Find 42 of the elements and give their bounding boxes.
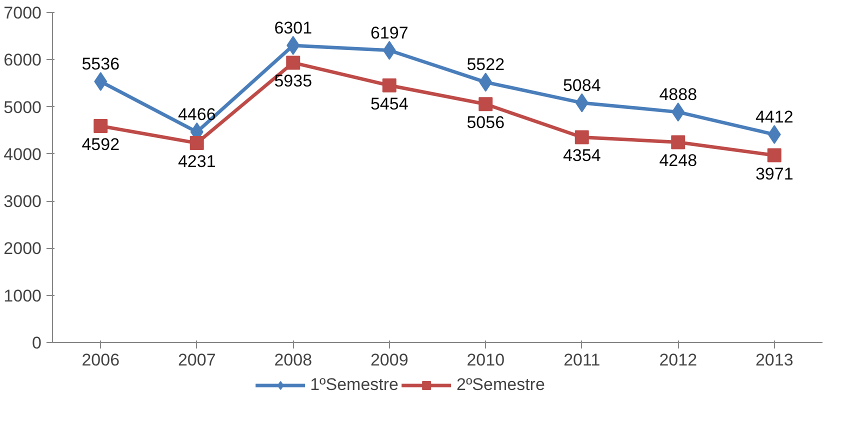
- data-label: 4231: [178, 152, 216, 172]
- data-label: 5454: [370, 94, 408, 114]
- x-tick-label: 2007: [178, 350, 216, 370]
- data-label: 4248: [659, 151, 698, 170]
- y-tick-label: 4000: [4, 144, 42, 164]
- data-label: 4592: [82, 135, 120, 154]
- x-tick-label: 2010: [466, 350, 505, 370]
- legend-label: 1ºSemestre: [310, 375, 398, 395]
- point: [478, 97, 493, 112]
- data-label: 5056: [466, 113, 505, 132]
- x-tick-label: 2009: [370, 350, 408, 370]
- data-label: 4466: [178, 104, 216, 124]
- y-tick-label: 3000: [4, 192, 42, 212]
- point: [286, 56, 300, 70]
- y-tick-label: 2000: [4, 239, 42, 258]
- data-label: 5536: [82, 54, 120, 74]
- data-label: 6301: [274, 18, 312, 38]
- y-tick-label: 6000: [4, 50, 42, 70]
- data-label: 6197: [370, 23, 408, 42]
- data-label: 3971: [755, 164, 794, 184]
- x-tick-label: 2008: [274, 350, 312, 370]
- y-tick-label: 0: [32, 334, 42, 352]
- x-tick-label: 2012: [659, 350, 698, 370]
- point: [190, 136, 204, 150]
- x-tick-label: 2006: [82, 350, 120, 370]
- legend-label: 2ºSemestre: [456, 375, 545, 395]
- data-label: 5935: [274, 72, 312, 91]
- y-tick-label: 5000: [4, 98, 42, 117]
- y-tick-label: 7000: [4, 4, 42, 22]
- data-label: 4888: [659, 85, 698, 104]
- point: [574, 130, 589, 144]
- data-label: 4412: [755, 108, 794, 127]
- x-tick-label: 2013: [755, 350, 794, 370]
- data-label: 4354: [562, 146, 601, 166]
- y-tick-label: 1000: [4, 286, 42, 306]
- data-label: 5522: [466, 55, 505, 74]
- x-tick-label: 2011: [564, 350, 600, 370]
- data-label: 5084: [562, 76, 601, 95]
- point: [767, 148, 782, 162]
- point: [94, 119, 108, 134]
- point: [671, 135, 686, 150]
- point: [382, 78, 396, 92]
